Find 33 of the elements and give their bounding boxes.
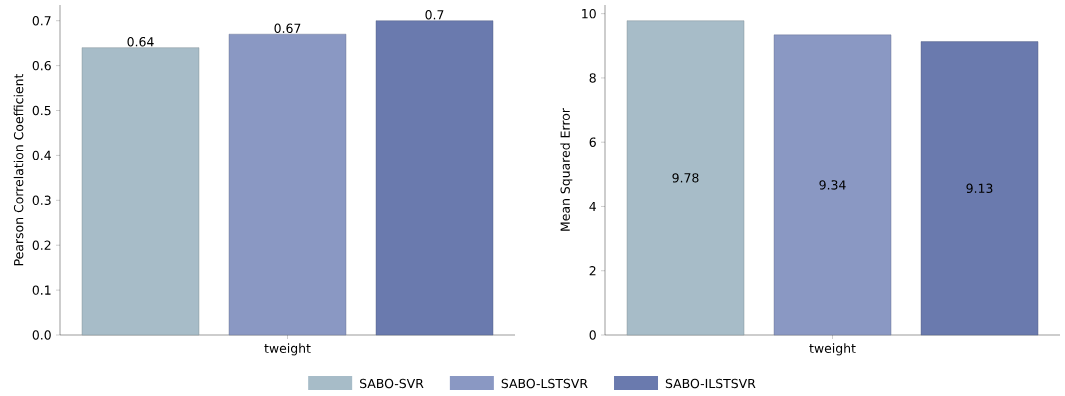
y-tick-label: 0 (589, 330, 596, 340)
y-tick-label: 8 (589, 73, 596, 83)
y-tick-label: 0.0 (32, 330, 51, 340)
y-tick-label: 0.3 (32, 195, 51, 206)
legend-label: SABO-SVR (360, 378, 424, 389)
bar (920, 41, 1039, 336)
y-tick-label: 6 (589, 137, 596, 147)
legend-label: SABO-LSTSVR (501, 378, 588, 389)
legend-label: SABO-ILSTSVR (665, 378, 756, 389)
bar (626, 20, 745, 336)
y-tick-label: 0.5 (32, 105, 51, 116)
bar (81, 47, 200, 336)
y-tick-label: 0.1 (32, 285, 51, 295)
x-tick-label: tweight (264, 343, 311, 356)
y-tick-label: 4 (589, 201, 596, 212)
data-label: 9.13 (966, 183, 993, 194)
data-label: 0.64 (127, 37, 154, 47)
y-tick-label: 0.6 (32, 60, 51, 71)
bar (773, 34, 892, 336)
y-tick-label: 0.7 (32, 16, 51, 26)
y-tick-label: 10 (582, 8, 596, 19)
data-label: 0.7 (425, 10, 444, 20)
data-label: 0.67 (274, 23, 301, 33)
y-tick-label: 0.2 (32, 240, 51, 250)
x-tick-label: tweight (809, 343, 856, 356)
data-label: 9.34 (819, 180, 846, 190)
data-label: 9.78 (672, 173, 699, 183)
bar (228, 33, 347, 336)
y-tick-label: 2 (589, 266, 596, 276)
bar (375, 20, 494, 336)
y-tick-label: 0.4 (32, 150, 51, 161)
y-axis-title: Pearson Correlation Coefficient (13, 73, 24, 266)
y-axis-title: Mean Squared Error (560, 108, 573, 231)
